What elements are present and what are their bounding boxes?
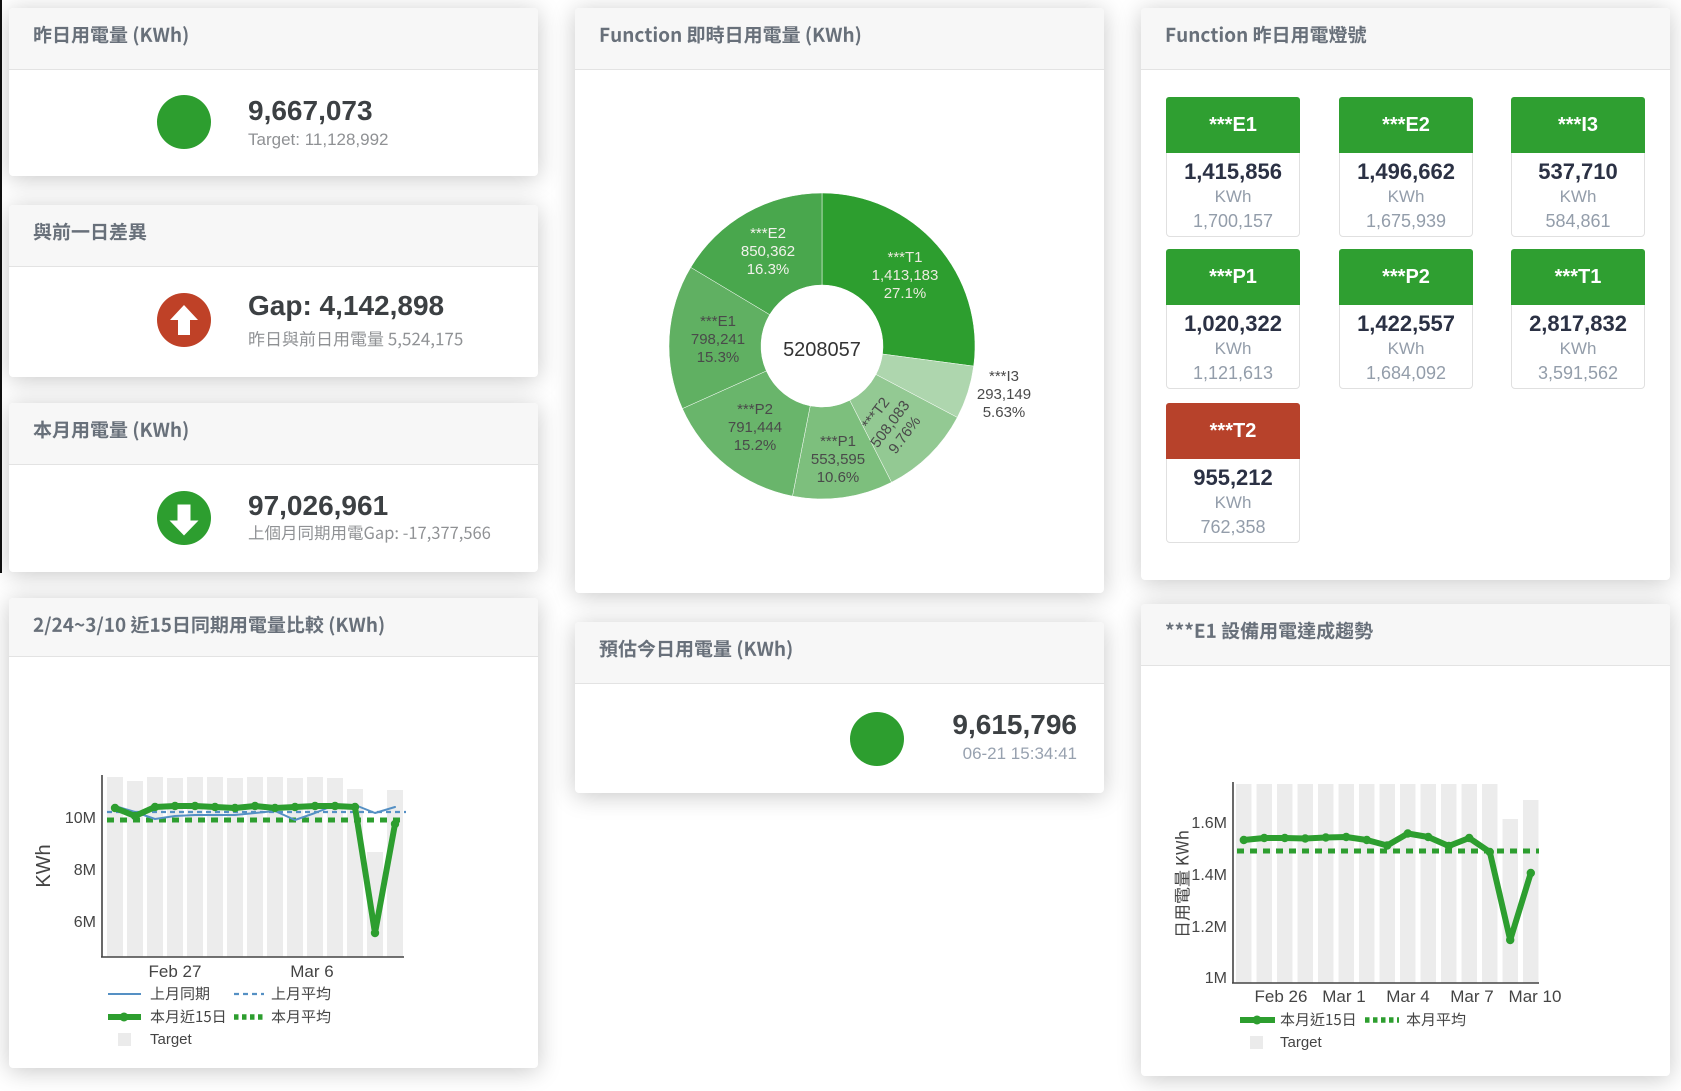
svg-text:1.2M: 1.2M bbox=[1191, 919, 1227, 936]
svg-text:10M: 10M bbox=[65, 810, 96, 827]
svg-text:Feb 27: Feb 27 bbox=[149, 962, 202, 981]
svg-text:1.6M: 1.6M bbox=[1191, 815, 1227, 832]
svg-text:6M: 6M bbox=[74, 914, 96, 931]
svg-text:Mar 6: Mar 6 bbox=[290, 962, 333, 981]
svg-text:Feb 26: Feb 26 bbox=[1255, 987, 1308, 1006]
svg-text:Mar 10: Mar 10 bbox=[1509, 987, 1562, 1006]
svg-text:Target: Target bbox=[1280, 1034, 1323, 1051]
svg-text:Target: Target bbox=[150, 1031, 193, 1048]
svg-text:Mar 1: Mar 1 bbox=[1322, 987, 1365, 1006]
svg-text:1.4M: 1.4M bbox=[1191, 867, 1227, 884]
svg-text:Mar 4: Mar 4 bbox=[1386, 987, 1429, 1006]
svg-text:KWh: KWh bbox=[33, 844, 55, 887]
svg-text:8M: 8M bbox=[74, 862, 96, 879]
svg-text:5208057: 5208057 bbox=[783, 339, 861, 361]
svg-text:1M: 1M bbox=[1205, 970, 1227, 987]
svg-text:Mar 7: Mar 7 bbox=[1450, 987, 1493, 1006]
